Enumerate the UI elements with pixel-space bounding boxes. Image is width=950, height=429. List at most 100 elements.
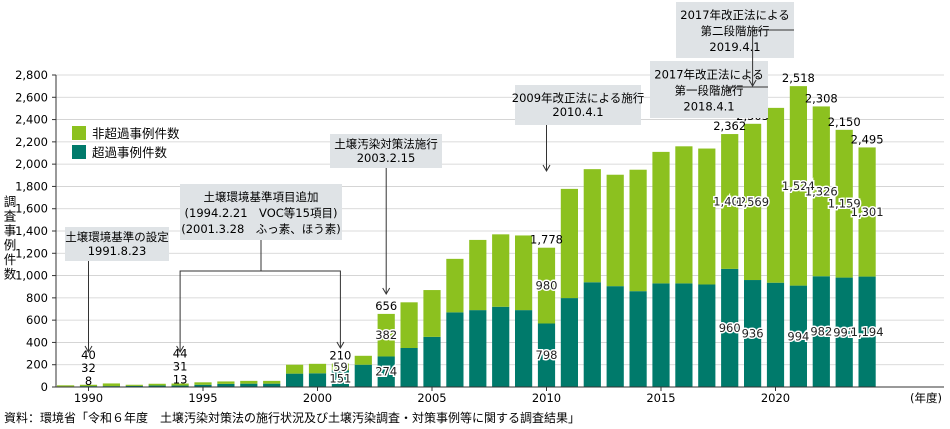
annotation-box <box>65 227 169 261</box>
annotation-box <box>515 85 641 125</box>
bar-total-label: 2,308 <box>805 91 838 105</box>
x-tick-label: 1995 <box>188 391 217 405</box>
bar-non-exceed-1996 <box>217 381 235 384</box>
bar-total-label: 2,495 <box>851 132 884 146</box>
bar-non-exceed-2023 <box>835 129 853 278</box>
y-tick-label: 1,200 <box>15 246 48 260</box>
bar-non-exceed-2001 <box>331 363 349 371</box>
x-axis-unit: (年度) <box>910 391 942 405</box>
y-tick-label: 0 <box>41 380 48 394</box>
x-tick-label: 2020 <box>761 391 790 405</box>
bar-total-label: 2,518 <box>782 71 815 85</box>
bar-exceed-2024 <box>858 276 876 387</box>
bar-exceed-2002 <box>354 364 372 387</box>
bar-exceed-label: 151 <box>329 372 351 386</box>
annotation-text: 2003.2.15 <box>357 151 416 165</box>
bar-exceed-2004 <box>400 348 418 387</box>
annotation-text: 第二段階施行 <box>701 24 770 38</box>
bar-non-exceed-2005 <box>423 290 441 337</box>
annotation-arrowhead <box>84 345 93 353</box>
bar-exceed-label: 274 <box>375 365 397 379</box>
annotation-box <box>650 61 768 118</box>
bar-exceed-2022 <box>812 276 830 387</box>
bar-exceed-2001 <box>331 370 349 387</box>
y-tick-label: 400 <box>26 335 48 349</box>
bar-non-exceed-1989 <box>57 385 75 387</box>
x-tick-label: 2010 <box>532 391 561 405</box>
bar-exceed-label: 936 <box>742 327 764 341</box>
bar-exceed-label: 994 <box>787 329 809 343</box>
bar-exceed-1999 <box>286 373 304 387</box>
y-tick-label: 2,600 <box>15 90 48 104</box>
bar-total-label: 1,778 <box>530 233 563 247</box>
bar-non-exceed-2015 <box>652 151 670 284</box>
bar-non-exceed-2008 <box>492 234 510 307</box>
bar-non-exceed-2014 <box>629 169 647 292</box>
annotation-connector <box>729 86 768 91</box>
annotation-arrowhead <box>542 164 551 172</box>
bar-non-exceed-2018 <box>721 134 739 269</box>
y-tick-label: 800 <box>26 291 48 305</box>
bar-non-exceed-2007 <box>469 239 487 311</box>
bar-non-exceed-2020 <box>766 107 785 283</box>
bar-non-exceed-2003 <box>377 313 395 357</box>
annotation-text: 2017年改正法による <box>680 8 789 22</box>
bar-exceed-label: 991 <box>833 325 855 339</box>
bar-non-exceed-1993 <box>148 383 166 386</box>
bar-total-label: 656 <box>375 299 397 313</box>
bar-non-exceed-2004 <box>400 302 418 348</box>
bar-exceed-label: 13 <box>173 373 188 387</box>
annotation-text: 土壌汚染対策法施行 <box>334 137 438 151</box>
bar-exceed-2003 <box>377 356 395 387</box>
legend-swatch-exceed <box>72 145 86 159</box>
bar-non-exceed-2010 <box>537 247 556 324</box>
annotation-text: 土壌環境基準の設定 <box>65 230 169 244</box>
bar-non-exceed-label: 1,326 <box>805 184 838 198</box>
annotation-connector <box>179 240 262 352</box>
bar-exceed-2010 <box>537 323 556 387</box>
bar-non-exceed-2017 <box>698 148 716 285</box>
bar-exceed-1997 <box>240 383 258 387</box>
bar-exceed-2014 <box>629 291 647 387</box>
bar-non-exceed-label: 1,524 <box>782 179 815 193</box>
y-tick-label: 600 <box>26 313 48 327</box>
bar-total-label: 44 <box>173 347 188 361</box>
annotation-text: (1994.2.21 VOC等15項目) <box>185 206 338 220</box>
bar-exceed-2011 <box>560 298 578 387</box>
bar-total-label: 40 <box>81 348 96 362</box>
source-note: 資料：環境省「令和６年度 土壌汚染対策法の施行状況及び土壌汚染調査・対策事例等に… <box>4 410 580 425</box>
bar-exceed-2006 <box>446 312 464 387</box>
bar-non-exceed-1997 <box>240 380 258 384</box>
bar-non-exceed-label: 32 <box>81 361 96 375</box>
bar-exceed-1995 <box>194 384 212 387</box>
bar-exceed-2012 <box>583 282 601 387</box>
legend-label-exceed: 超過事例件数 <box>92 145 168 160</box>
annotation-text: 2010.4.1 <box>552 105 603 119</box>
y-tick-label: 2,800 <box>15 68 48 82</box>
legend: 非超過事例件数 超過事例件数 <box>72 126 180 160</box>
bar-non-exceed-label: 1,159 <box>828 197 861 211</box>
bar-exceed-label: 798 <box>536 348 558 362</box>
annotation-connector <box>261 270 341 348</box>
bar-non-exceed-label: 59 <box>333 360 348 374</box>
bar-exceed-2023 <box>835 277 853 387</box>
annotation-box <box>330 134 442 168</box>
bar-non-exceed-1999 <box>286 364 304 374</box>
y-tick-label: 1,400 <box>15 224 48 238</box>
bar-exceed-label: 982 <box>810 325 832 339</box>
bar-exceed-2008 <box>492 306 510 387</box>
bar-non-exceed-label: 980 <box>536 279 558 293</box>
bar-exceed-2017 <box>698 284 716 387</box>
annotation-arrowhead <box>725 84 734 92</box>
annotation-text: 土壌環境基準項目追加 <box>204 190 319 204</box>
bar-non-exceed-1990 <box>79 384 98 387</box>
bar-non-exceed-2021 <box>789 86 807 286</box>
y-axis-ticks: 0 200 400 600 800 1,000 1,200 1,400 1,600 1,800 2,… <box>15 68 57 394</box>
x-tick-label: 2000 <box>303 391 332 405</box>
bar-exceed-2013 <box>606 286 624 387</box>
legend-swatch-non-exceed <box>72 126 86 140</box>
bar-non-exceed-2006 <box>446 258 464 313</box>
annotation-arrowhead <box>336 341 345 349</box>
y-tick-label: 200 <box>26 358 48 372</box>
bar-exceed-1994 <box>171 385 189 387</box>
